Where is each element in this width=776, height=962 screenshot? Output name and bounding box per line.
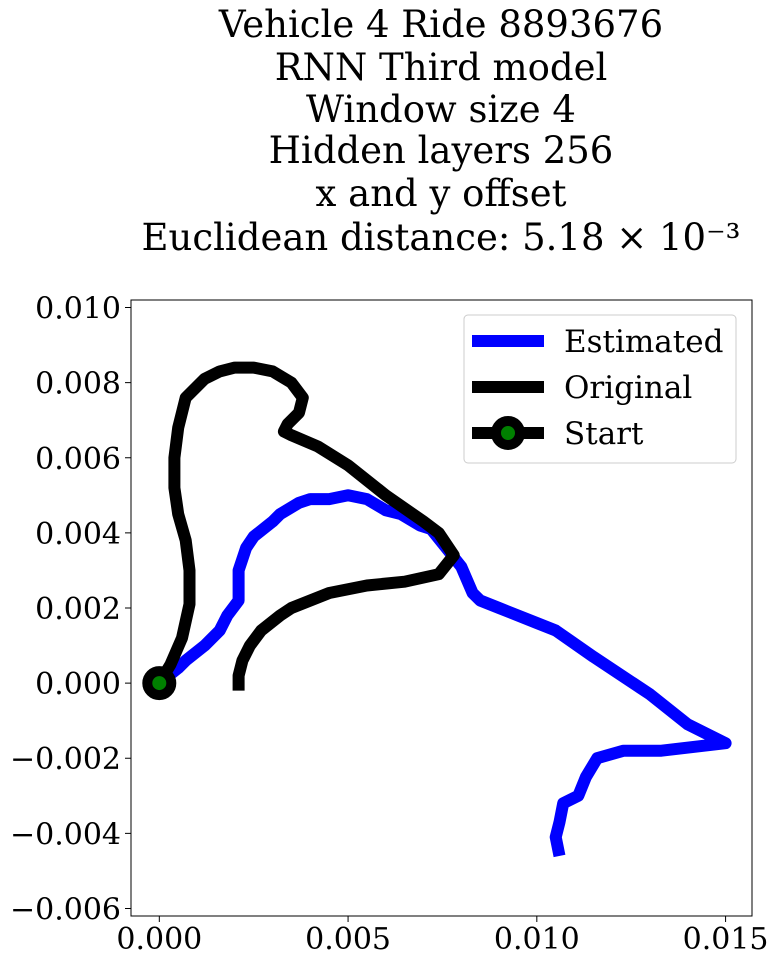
legend-label-original: Original	[564, 370, 692, 406]
x-tick-label: 0.015	[683, 922, 769, 957]
chart-title: Vehicle 4 Ride 8893676 RNN Third model W…	[142, 3, 741, 259]
y-tick-label: 0.008	[35, 367, 121, 402]
y-tick-label: 0.000	[35, 667, 121, 702]
legend: Estimated Original Start	[463, 314, 737, 464]
y-tick-label: −0.006	[10, 892, 121, 927]
legend-marker-start	[491, 416, 525, 450]
y-tick-label: 0.002	[35, 592, 121, 627]
start-marker	[142, 666, 177, 701]
y-tick-label: −0.002	[10, 742, 121, 777]
series-line-original	[154, 361, 460, 691]
y-tick-label: −0.004	[10, 817, 121, 852]
title-line-6: Euclidean distance: 5.18 × 10⁻³	[142, 216, 741, 259]
series-layer	[142, 361, 732, 858]
x-axis: 0.000 0.005 0.010 0.015	[116, 916, 769, 957]
x-tick-label: 0.005	[305, 922, 391, 957]
x-tick-label: 0.000	[116, 922, 202, 957]
title-line-1: Vehicle 4 Ride 8893676	[218, 3, 663, 46]
legend-label-estimated: Estimated	[564, 324, 723, 360]
legend-label-start: Start	[564, 416, 644, 452]
y-tick-label: 0.004	[35, 517, 121, 552]
title-line-5: x and y offset	[316, 172, 567, 215]
y-axis: 0.010 0.008 0.006 0.004 0.002 0.000 −0.002 −0.0…	[10, 292, 131, 927]
title-line-3: Window size 4	[306, 88, 576, 131]
legend-box	[463, 314, 737, 464]
title-line-4: Hidden layers 256	[269, 129, 614, 172]
y-tick-label: 0.006	[35, 442, 121, 477]
y-tick-label: 0.010	[35, 292, 121, 327]
x-tick-label: 0.010	[494, 922, 580, 957]
title-line-2: RNN Third model	[275, 46, 608, 89]
